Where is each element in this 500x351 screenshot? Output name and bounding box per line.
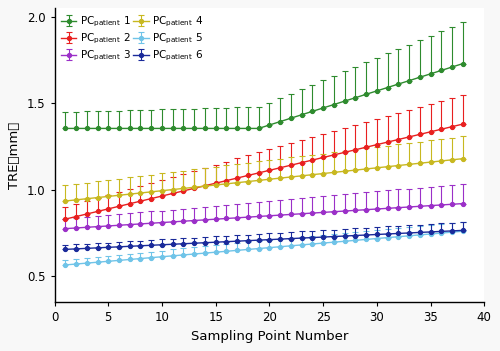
Y-axis label: TRE（mm）: TRE（mm） — [8, 121, 22, 189]
Legend: PC$_{\mathregular{patient}}$ 1, PC$_{\mathregular{patient}}$ 2, PC$_{\mathregula: PC$_{\mathregular{patient}}$ 1, PC$_{\ma… — [58, 12, 206, 66]
X-axis label: Sampling Point Number: Sampling Point Number — [190, 330, 348, 343]
